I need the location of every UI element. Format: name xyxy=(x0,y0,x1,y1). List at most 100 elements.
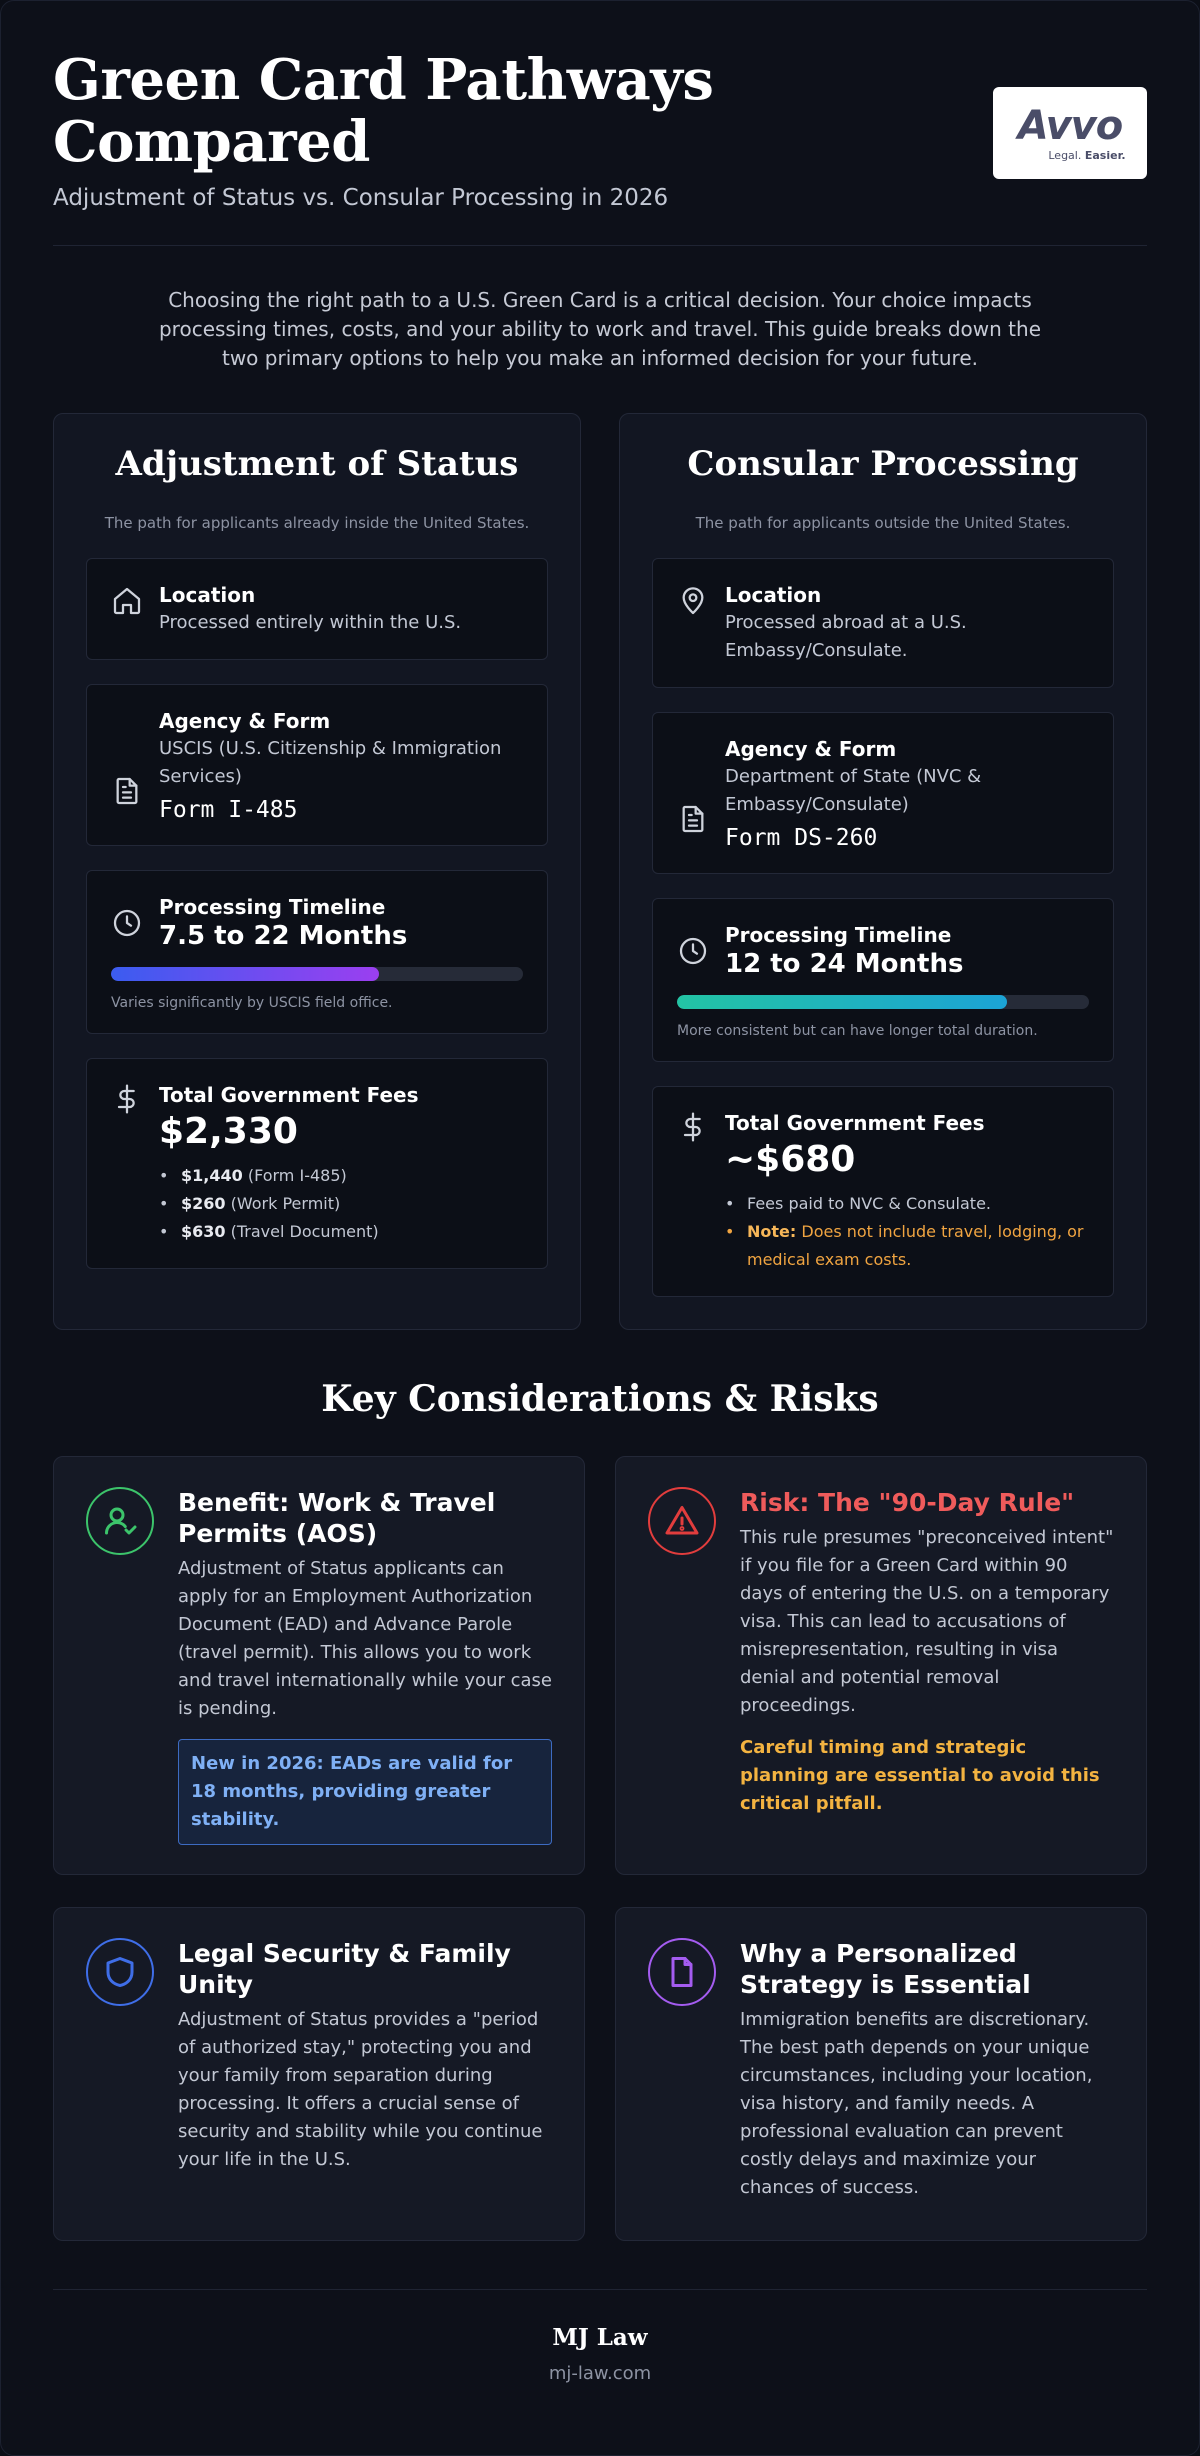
aos-column: Adjustment of Status The path for applic… xyxy=(53,413,581,1330)
cp-location-text: Processed abroad at a U.S. Embassy/Consu… xyxy=(725,612,967,661)
clock-icon xyxy=(111,895,145,951)
aos-timeline-label: Processing Timeline xyxy=(159,895,386,919)
aos-fees-label: Total Government Fees xyxy=(159,1083,419,1107)
cp-fees-body: Total Government Fees ~$680 Fees paid to… xyxy=(725,1111,1089,1274)
fee-note-text: Does not include travel, lodging, or med… xyxy=(747,1222,1084,1269)
benefit-callout: New in 2026: EADs are valid for 18 month… xyxy=(178,1739,552,1845)
page-title: Green Card Pathways Compared xyxy=(53,47,714,175)
logo-tagline: Legal. Easier. xyxy=(1048,149,1125,162)
cp-agency-text: Department of State (NVC & Embassy/Consu… xyxy=(725,766,982,815)
header: Green Card Pathways Compared Adjustment … xyxy=(53,49,1147,211)
cp-agency-card: Agency & Form Department of State (NVC &… xyxy=(652,712,1114,874)
cp-timeline-bar xyxy=(677,995,1089,1009)
risk-warning: Careful timing and strategic planning ar… xyxy=(740,1737,1100,1814)
benefit-body: Benefit: Work & Travel Permits (AOS) Adj… xyxy=(178,1487,552,1845)
user-check-icon xyxy=(86,1487,154,1555)
security-text: Adjustment of Status provides a "period … xyxy=(178,2009,543,2170)
cp-agency-label: Agency & Form xyxy=(725,737,897,761)
cp-timeline-value: 12 to 24 Months xyxy=(725,949,964,979)
dollar-icon xyxy=(677,1111,711,1274)
security-body: Legal Security & Family Unity Adjustment… xyxy=(178,1938,552,2210)
clock-icon xyxy=(677,923,711,979)
aos-timeline-bar-fill xyxy=(111,967,379,981)
benefit-text: Adjustment of Status applicants can appl… xyxy=(178,1558,552,1719)
aos-timeline-header: Processing Timeline 7.5 to 22 Months xyxy=(111,895,523,951)
fee-desc: (Travel Document) xyxy=(230,1222,379,1241)
aos-agency-card: Agency & Form USCIS (U.S. Citizenship & … xyxy=(86,684,548,846)
fee-note: Note: Does not include travel, lodging, … xyxy=(725,1218,1089,1274)
cp-location-card: Location Processed abroad at a U.S. Emba… xyxy=(652,558,1114,688)
header-text: Green Card Pathways Compared Adjustment … xyxy=(53,49,773,211)
aos-fees-total: $2,330 xyxy=(159,1111,298,1152)
dollar-icon xyxy=(111,1083,145,1246)
aos-timeline-value: 7.5 to 22 Months xyxy=(159,921,408,951)
logo-word: Avvo xyxy=(1017,102,1123,149)
fee-desc: (Form I-485) xyxy=(247,1166,347,1185)
aos-timeline-bar xyxy=(111,967,523,981)
aos-timeline-note: Varies significantly by USCIS field offi… xyxy=(111,995,393,1011)
aos-fees-card: Total Government Fees $2,330 $1,440 (For… xyxy=(86,1058,548,1269)
fee-item: Fees paid to NVC & Consulate. xyxy=(725,1190,1089,1218)
considerations-title: Key Considerations & Risks xyxy=(321,1378,879,1420)
home-icon xyxy=(111,583,145,637)
document-icon xyxy=(677,737,711,851)
header-divider xyxy=(53,245,1147,246)
fee-amount: $630 xyxy=(181,1222,226,1241)
aos-location-card: Location Processed entirely within the U… xyxy=(86,558,548,660)
cp-agency-body: Agency & Form Department of State (NVC &… xyxy=(725,737,1089,851)
cp-fees-total: ~$680 xyxy=(725,1139,856,1180)
aos-timeline-body: Processing Timeline 7.5 to 22 Months xyxy=(159,895,523,951)
cp-fees-list: Fees paid to NVC & Consulate. Note: Does… xyxy=(725,1190,1089,1274)
fee-amount: $1,440 xyxy=(181,1166,243,1185)
fee-desc: (Work Permit) xyxy=(230,1194,341,1213)
comparison-columns: Adjustment of Status The path for applic… xyxy=(53,413,1147,1330)
considerations-grid: Benefit: Work & Travel Permits (AOS) Adj… xyxy=(53,1456,1147,2241)
cp-timeline-bar-fill xyxy=(677,995,1007,1009)
warning-triangle-icon xyxy=(648,1487,716,1555)
cp-column: Consular Processing The path for applica… xyxy=(619,413,1147,1330)
firm-name: MJ Law xyxy=(552,2324,648,2351)
cp-timeline-label: Processing Timeline xyxy=(725,923,952,947)
page-subtitle: Adjustment of Status vs. Consular Proces… xyxy=(53,185,669,211)
firm-website: mj-law.com xyxy=(548,2363,652,2384)
strategy-heading: Why a Personalized Strategy is Essential xyxy=(740,1939,1031,1999)
cp-timeline-header: Processing Timeline 12 to 24 Months xyxy=(677,923,1089,979)
aos-subtitle: The path for applicants already inside t… xyxy=(104,514,530,532)
cp-timeline-note: More consistent but can have longer tota… xyxy=(677,1023,1038,1039)
security-heading: Legal Security & Family Unity xyxy=(178,1939,511,1999)
aos-location-text: Processed entirely within the U.S. xyxy=(159,612,462,633)
aos-location-body: Location Processed entirely within the U… xyxy=(159,583,523,637)
file-icon xyxy=(648,1938,716,2006)
fee-item: $1,440 (Form I-485) xyxy=(159,1162,523,1190)
aos-agency-text: USCIS (U.S. Citizenship & Immigration Se… xyxy=(159,738,502,787)
aos-fees-list: $1,440 (Form I-485) $260 (Work Permit) $… xyxy=(159,1162,523,1246)
cp-fees-card: Total Government Fees ~$680 Fees paid to… xyxy=(652,1086,1114,1297)
fee-item: $260 (Work Permit) xyxy=(159,1190,523,1218)
cp-fees-label: Total Government Fees xyxy=(725,1111,985,1135)
aos-form-code: Form I-485 xyxy=(159,797,298,823)
benefit-heading: Benefit: Work & Travel Permits (AOS) xyxy=(178,1488,496,1548)
strategy-box: Why a Personalized Strategy is Essential… xyxy=(615,1907,1147,2241)
aos-agency-label: Agency & Form xyxy=(159,709,331,733)
security-box: Legal Security & Family Unity Adjustment… xyxy=(53,1907,585,2241)
risk-box: Risk: The "90-Day Rule" This rule presum… xyxy=(615,1456,1147,1875)
aos-location-label: Location xyxy=(159,583,256,607)
cp-title: Consular Processing xyxy=(687,444,1079,484)
risk-text: This rule presumes "preconceived intent"… xyxy=(740,1527,1114,1716)
aos-timeline-card: Processing Timeline 7.5 to 22 Months Var… xyxy=(86,870,548,1034)
benefit-box: Benefit: Work & Travel Permits (AOS) Adj… xyxy=(53,1456,585,1875)
fee-note-label: Note: xyxy=(747,1222,797,1241)
risk-body: Risk: The "90-Day Rule" This rule presum… xyxy=(740,1487,1114,1844)
shield-icon xyxy=(86,1938,154,2006)
strategy-body: Why a Personalized Strategy is Essential… xyxy=(740,1938,1114,2210)
risk-heading: Risk: The "90-Day Rule" xyxy=(740,1488,1075,1517)
logo-tag-legal: Legal. xyxy=(1048,148,1082,162)
cp-timeline-body: Processing Timeline 12 to 24 Months xyxy=(725,923,1089,979)
fee-amount: $260 xyxy=(181,1194,226,1213)
aos-title: Adjustment of Status xyxy=(115,444,519,484)
footer-divider xyxy=(53,2289,1147,2290)
document-icon xyxy=(111,709,145,823)
cp-location-label: Location xyxy=(725,583,822,607)
cp-timeline-card: Processing Timeline 12 to 24 Months More… xyxy=(652,898,1114,1062)
